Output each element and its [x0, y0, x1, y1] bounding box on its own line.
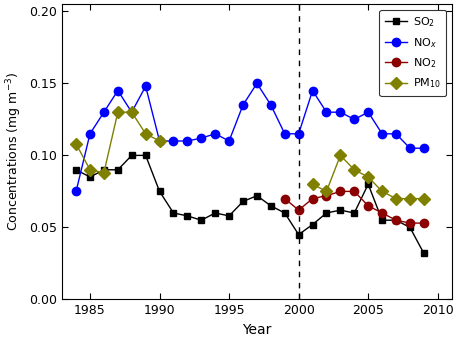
Legend: SO$_2$, NO$_x$, NO$_2$, PM$_{10}$: SO$_2$, NO$_x$, NO$_2$, PM$_{10}$ — [380, 10, 446, 96]
NO$_2$ — [365, 204, 371, 208]
PM$_{10}$ — [115, 110, 121, 114]
SO$_2$ — [101, 168, 106, 172]
NO$_x$ — [101, 110, 106, 114]
SO$_2$ — [157, 189, 162, 193]
NO$_2$ — [379, 211, 385, 215]
SO$_2$ — [185, 214, 190, 218]
NO$_x$ — [199, 136, 204, 140]
Line: NO$_2$: NO$_2$ — [280, 187, 428, 227]
NO$_x$ — [254, 81, 260, 86]
NO$_2$ — [296, 208, 302, 212]
NO$_2$ — [421, 221, 426, 225]
PM$_{10}$ — [73, 142, 79, 146]
SO$_2$ — [199, 218, 204, 222]
SO$_2$ — [352, 211, 357, 215]
SO$_2$ — [338, 208, 343, 212]
NO$_x$ — [73, 189, 79, 193]
NO$_x$ — [185, 139, 190, 143]
Y-axis label: Concentrations (mg m$^{-3}$): Concentrations (mg m$^{-3}$) — [4, 72, 24, 232]
SO$_2$ — [296, 233, 302, 237]
SO$_2$ — [73, 168, 79, 172]
SO$_2$ — [143, 153, 148, 158]
X-axis label: Year: Year — [242, 323, 272, 337]
SO$_2$ — [407, 225, 413, 229]
NO$_x$ — [296, 132, 302, 136]
NO$_2$ — [282, 196, 287, 201]
SO$_2$ — [268, 204, 274, 208]
NO$_x$ — [129, 110, 134, 114]
NO$_x$ — [421, 146, 426, 150]
PM$_{10}$ — [87, 168, 93, 172]
NO$_x$ — [87, 132, 93, 136]
SO$_2$ — [421, 251, 426, 255]
SO$_2$ — [240, 199, 246, 204]
SO$_2$ — [213, 211, 218, 215]
SO$_2$ — [129, 153, 134, 158]
NO$_2$ — [407, 221, 413, 225]
SO$_2$ — [365, 182, 371, 186]
SO$_2$ — [324, 211, 329, 215]
NO$_x$ — [310, 89, 315, 93]
PM$_{10}$ — [101, 170, 106, 175]
Line: PM$_{10}$: PM$_{10}$ — [72, 108, 164, 177]
SO$_2$ — [310, 222, 315, 226]
NO$_x$ — [393, 132, 399, 136]
PM$_{10}$ — [143, 132, 148, 136]
NO$_x$ — [226, 139, 232, 143]
SO$_2$ — [254, 194, 260, 198]
NO$_x$ — [157, 139, 162, 143]
NO$_x$ — [324, 110, 329, 114]
NO$_x$ — [352, 117, 357, 121]
SO$_2$ — [171, 211, 176, 215]
NO$_2$ — [393, 218, 399, 222]
NO$_x$ — [268, 103, 274, 107]
NO$_x$ — [407, 146, 413, 150]
NO$_x$ — [282, 132, 287, 136]
NO$_x$ — [240, 103, 246, 107]
NO$_2$ — [338, 189, 343, 193]
SO$_2$ — [226, 214, 232, 218]
NO$_x$ — [379, 132, 385, 136]
SO$_2$ — [115, 168, 121, 172]
NO$_x$ — [365, 110, 371, 114]
Line: NO$_x$: NO$_x$ — [72, 79, 428, 196]
SO$_2$ — [393, 218, 399, 222]
NO$_x$ — [213, 132, 218, 136]
NO$_x$ — [115, 89, 121, 93]
Line: SO$_2$: SO$_2$ — [73, 153, 426, 256]
PM$_{10}$ — [129, 110, 134, 114]
NO$_x$ — [143, 84, 148, 88]
SO$_2$ — [87, 175, 93, 179]
NO$_x$ — [338, 110, 343, 114]
PM$_{10}$ — [157, 139, 162, 143]
NO$_2$ — [310, 196, 315, 201]
NO$_2$ — [352, 189, 357, 193]
NO$_2$ — [324, 194, 329, 198]
SO$_2$ — [379, 218, 385, 222]
SO$_2$ — [282, 211, 287, 215]
NO$_x$ — [171, 139, 176, 143]
